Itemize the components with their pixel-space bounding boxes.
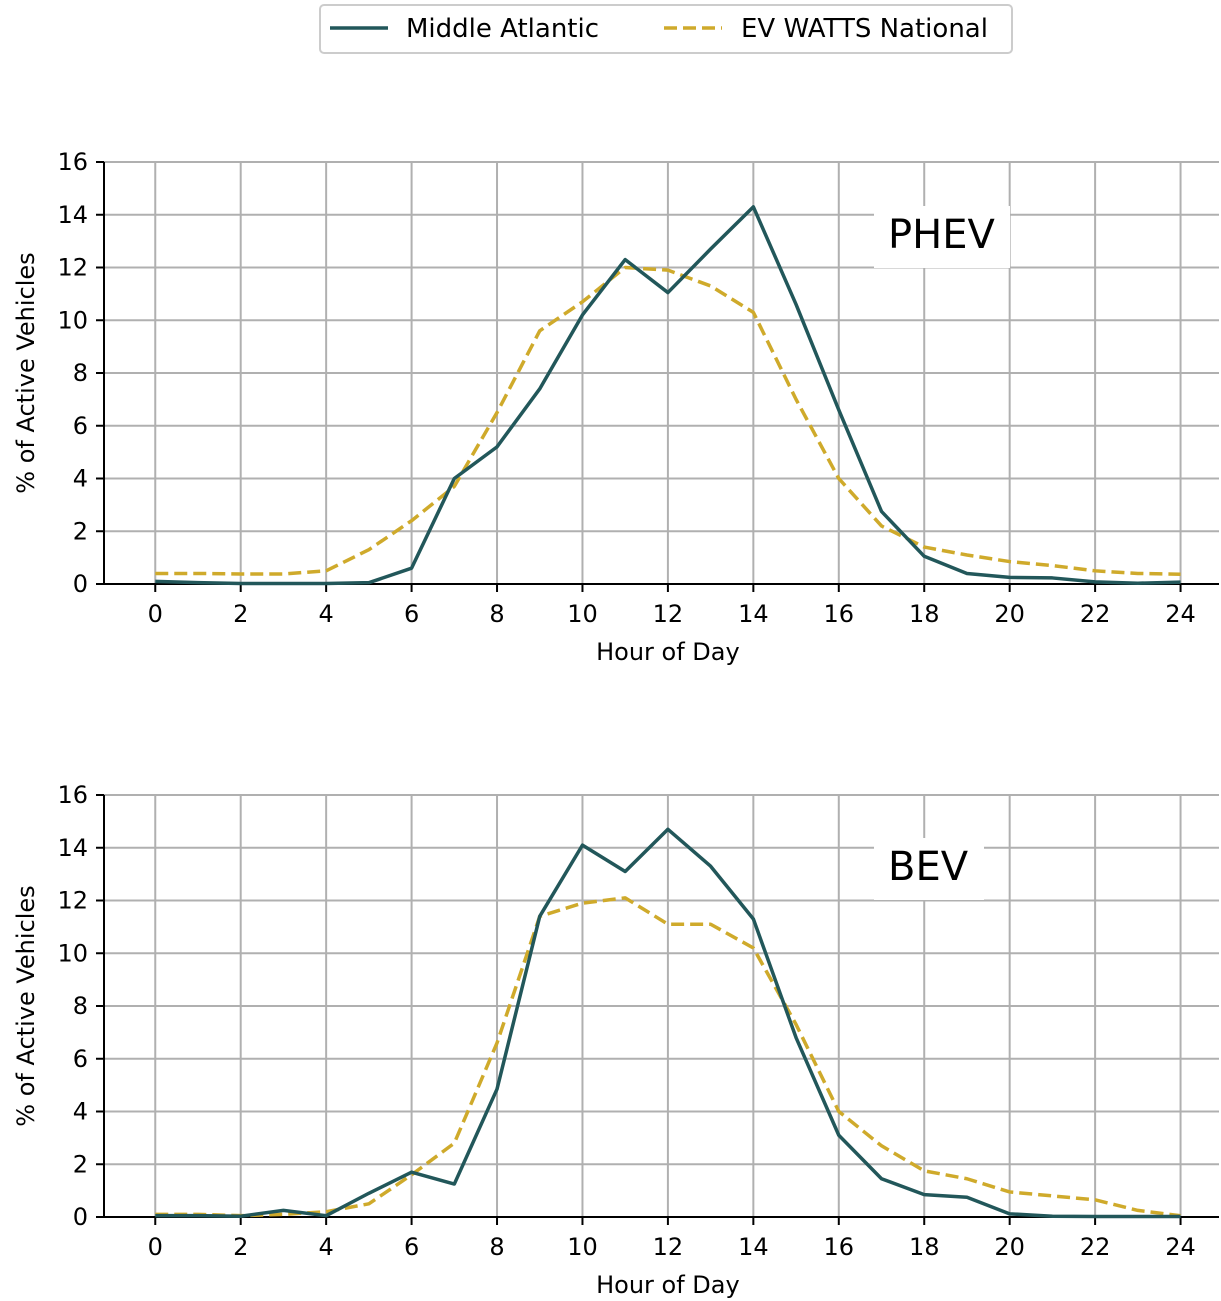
bev-x-axis-title: Hour of Day: [596, 1271, 740, 1299]
bev-panel-label-box: [874, 838, 984, 900]
phev-panel-label-box: [874, 206, 1010, 268]
phev-y-axis-title: % of Active Vehicles: [12, 252, 40, 493]
bev-y-axis-title: % of Active Vehicles: [12, 885, 40, 1126]
phev-y-tick-label: 12: [57, 254, 88, 282]
bev-x-tick-label: 4: [319, 1233, 334, 1261]
bev-y-tick-label: 6: [73, 1045, 88, 1073]
bev-x-tick-label: 18: [909, 1233, 940, 1261]
phev-x-tick-label: 8: [489, 600, 504, 628]
bev-series-ev-watts-national: [155, 896, 1181, 1218]
phev-x-tick-label: 24: [1165, 600, 1196, 628]
phev-x-tick-label: 6: [404, 600, 419, 628]
legend: Middle Atlantic EV WATTS National: [319, 4, 1013, 54]
bev-x-tick-label: 20: [994, 1233, 1025, 1261]
bev-y-tick-label: 4: [73, 1098, 88, 1126]
bev-y-tick-label: 0: [73, 1203, 88, 1231]
bev-panel-label: BEV: [888, 844, 969, 890]
phev-x-tick-label: 2: [233, 600, 248, 628]
phev-panel-label: PHEV: [888, 212, 995, 258]
phev-x-tick-label: 20: [994, 600, 1025, 628]
phev-x-tick-label: 14: [738, 600, 769, 628]
phev-x-tick-label: 4: [319, 600, 334, 628]
bev-x-tick-label: 22: [1080, 1233, 1111, 1261]
legend-label-middle-atlantic: Middle Atlantic: [406, 14, 599, 44]
bev-x-tick-label: 24: [1165, 1233, 1196, 1261]
phev-x-axis-title: Hour of Day: [596, 638, 740, 666]
bev-x-tick-label: 14: [738, 1233, 769, 1261]
bev-y-tick-label: 12: [57, 887, 88, 915]
phev-y-tick-label: 4: [73, 465, 88, 493]
legend-label-ev-watts-national: EV WATTS National: [741, 14, 988, 44]
phev-x-tick-label: 0: [148, 600, 163, 628]
bev-x-tick-label: 16: [824, 1233, 855, 1261]
phev-x-tick-label: 16: [824, 600, 855, 628]
phev-y-tick-label: 14: [57, 201, 88, 229]
phev-series-middle-atlantic: [155, 205, 1181, 586]
phev-y-tick-label: 2: [73, 517, 88, 545]
bev-x-tick-label: 2: [233, 1233, 248, 1261]
bev-y-tick-label: 14: [57, 834, 88, 862]
phev-y-tick-label: 6: [73, 412, 88, 440]
bev-y-tick-label: 16: [57, 781, 88, 809]
phev-x-tick-label: 10: [567, 600, 598, 628]
bev-x-tick-label: 10: [567, 1233, 598, 1261]
bev-x-tick-label: 12: [653, 1233, 684, 1261]
phev-series-ev-watts-national: [155, 265, 1181, 576]
bev-y-tick-label: 8: [73, 992, 88, 1020]
phev-x-tick-label: 12: [653, 600, 684, 628]
phev-y-tick-label: 8: [73, 359, 88, 387]
phev-y-tick-label: 10: [57, 306, 88, 334]
bev-series-middle-atlantic: [155, 827, 1181, 1219]
bev-x-tick-label: 0: [148, 1233, 163, 1261]
phev-y-tick-label: 0: [73, 570, 88, 598]
bev-y-tick-label: 10: [57, 939, 88, 967]
phev-x-tick-label: 22: [1080, 600, 1111, 628]
bev-y-tick-label: 2: [73, 1150, 88, 1178]
phev-y-tick-label: 16: [57, 148, 88, 176]
bev-x-tick-label: 6: [404, 1233, 419, 1261]
phev-x-tick-label: 18: [909, 600, 940, 628]
bev-x-tick-label: 8: [489, 1233, 504, 1261]
